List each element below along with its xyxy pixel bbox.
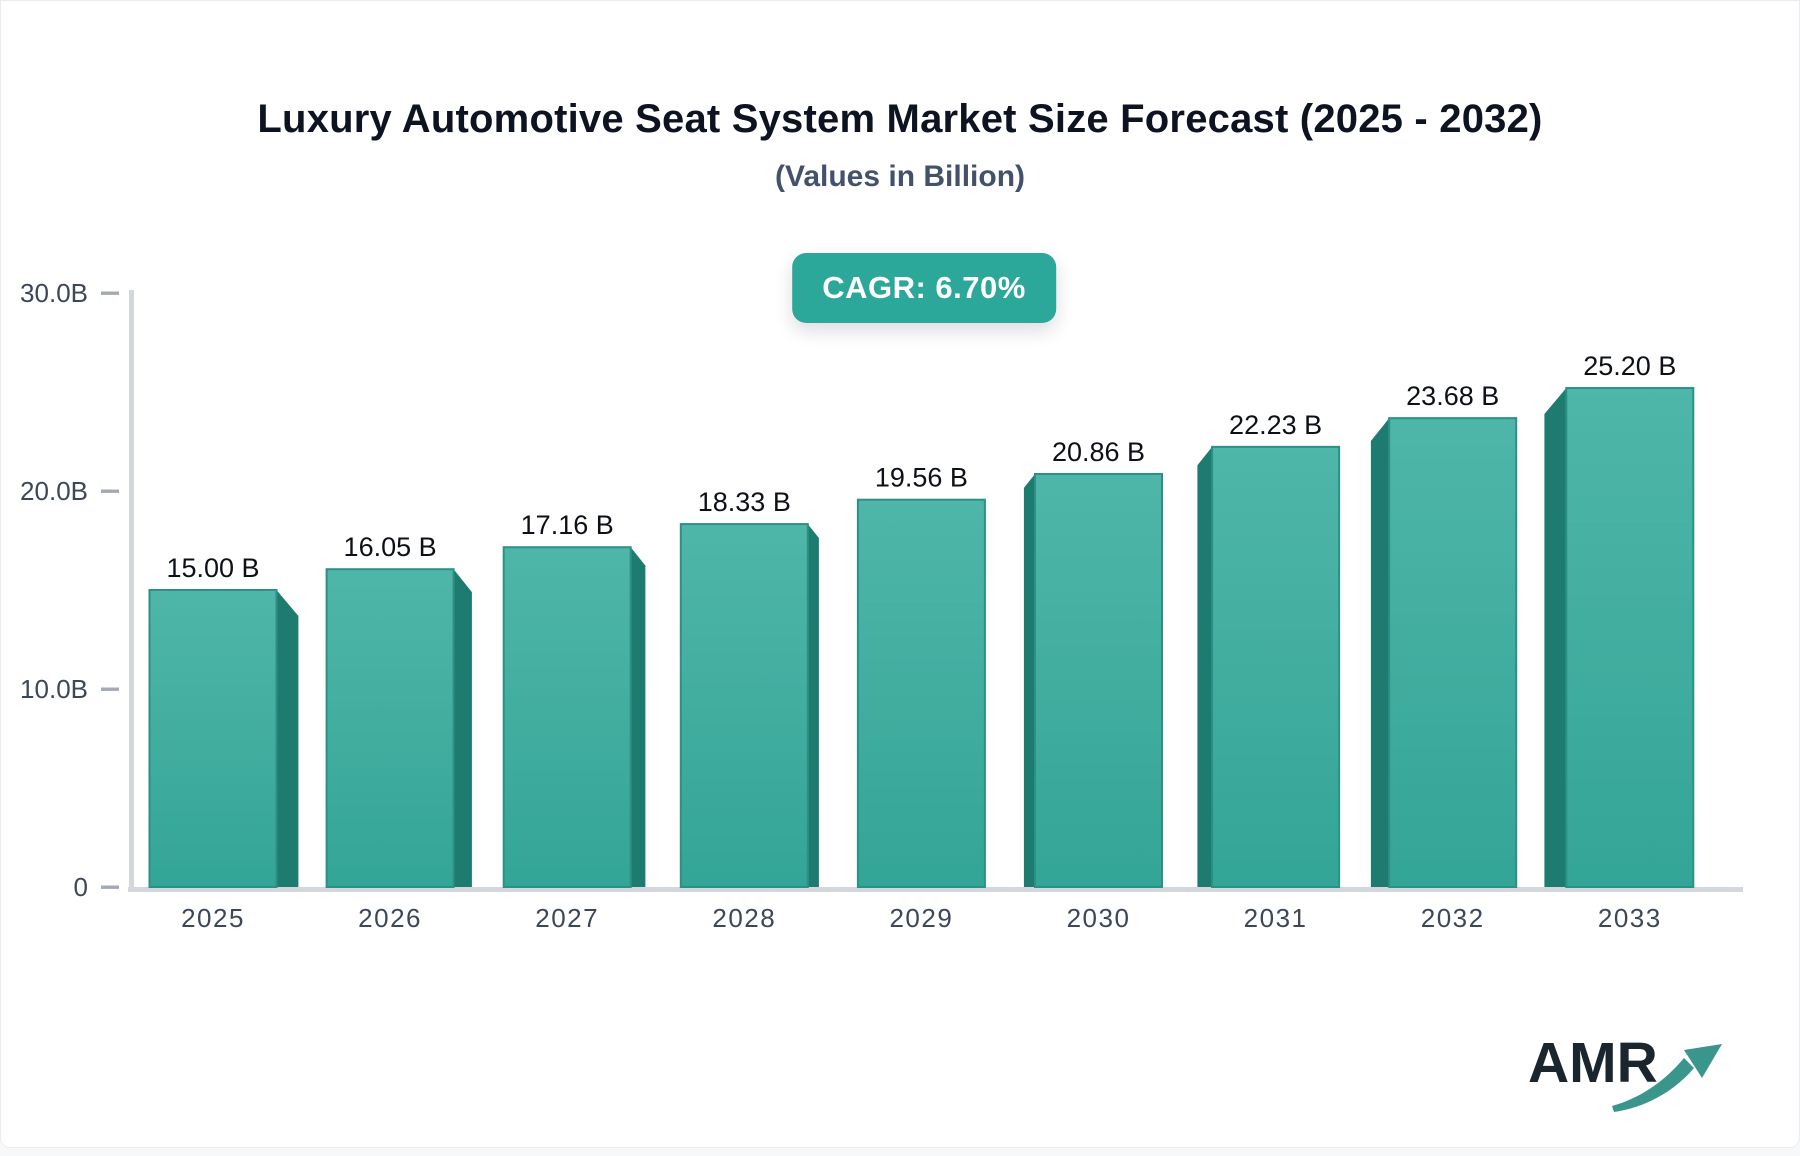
x-axis-label: 2030: [1067, 903, 1131, 933]
cagr-badge: CAGR: 6.70%: [792, 253, 1056, 323]
bar-value-label: 20.86 B: [1052, 437, 1145, 467]
bar-side-face: [453, 569, 472, 887]
x-axis-label: 2033: [1598, 903, 1662, 933]
bar-2027: [502, 546, 646, 888]
bar-side-face: [1544, 388, 1567, 887]
y-tick: [101, 687, 119, 691]
bar-front-face: [856, 498, 986, 888]
labels-layer: 15.00 B 2025 16.05 B 2026 17.16 B 2027 18.33 B…: [166, 351, 1676, 933]
y-tick-label: 10.0B: [20, 674, 88, 704]
bar-side-face: [1023, 473, 1035, 887]
bar-value-label: 17.16 B: [521, 510, 614, 540]
x-axis-label: 2032: [1421, 903, 1485, 933]
bar-side-face: [807, 524, 819, 887]
bar-2032: [1370, 417, 1518, 888]
bar-front-face: [1034, 472, 1163, 888]
x-axis-label: 2026: [358, 903, 422, 933]
bar-2033: [1544, 387, 1695, 888]
bar-2025: [148, 589, 299, 888]
bar-front-face: [502, 546, 632, 888]
axis-layer: 30.0B 20.0B 10.0B 0: [20, 278, 1743, 902]
bar-value-label: 25.20 B: [1583, 351, 1676, 381]
bar-side-face: [1197, 446, 1213, 887]
bar-side-face: [1370, 418, 1390, 887]
bar-value-label: 15.00 B: [166, 553, 259, 583]
bar-value-label: 19.56 B: [875, 463, 968, 493]
x-axis-label: 2029: [889, 903, 953, 933]
amr-logo-text: AMR: [1528, 1031, 1658, 1095]
bars-layer: [148, 387, 1695, 889]
x-axis-label: 2031: [1244, 903, 1308, 933]
y-tick-label: 0: [74, 872, 88, 902]
bar-side-face: [276, 590, 299, 887]
x-axis-line: [128, 887, 1743, 892]
x-axis-label: 2027: [535, 903, 599, 933]
bar-value-label: 23.68 B: [1406, 381, 1499, 411]
bar-value-label: 22.23 B: [1229, 410, 1322, 440]
x-axis-label: 2025: [181, 903, 245, 933]
bar-front-face: [679, 523, 809, 888]
y-tick-label: 20.0B: [20, 476, 88, 506]
y-tick: [101, 291, 119, 295]
x-axis-label: 2028: [712, 903, 776, 933]
y-axis-line: [129, 290, 134, 891]
bar-front-face: [1388, 417, 1518, 888]
chart-subtitle: (Values in Billion): [774, 160, 1026, 193]
bar-2029: [856, 498, 986, 888]
bar-2030: [1023, 472, 1163, 888]
bar-value-label: 16.05 B: [344, 532, 437, 562]
bar-side-face: [630, 547, 646, 887]
bar-front-face: [148, 589, 278, 888]
chart-title: Luxury Automotive Seat System Market Siz…: [257, 97, 1543, 141]
y-tick: [101, 489, 119, 493]
bar-front-face: [1211, 445, 1341, 888]
bar-front-face: [1565, 387, 1695, 888]
y-tick: [101, 885, 119, 889]
y-tick-label: 30.0B: [20, 278, 88, 308]
bar-2028: [679, 523, 819, 888]
bar-2031: [1197, 445, 1341, 888]
bar-front-face: [325, 568, 455, 889]
amr-logo: AMR: [1528, 1028, 1728, 1118]
bar-2026: [325, 568, 472, 889]
bar-value-label: 18.33 B: [698, 487, 791, 517]
growth-arrow-icon: [1612, 1044, 1722, 1112]
